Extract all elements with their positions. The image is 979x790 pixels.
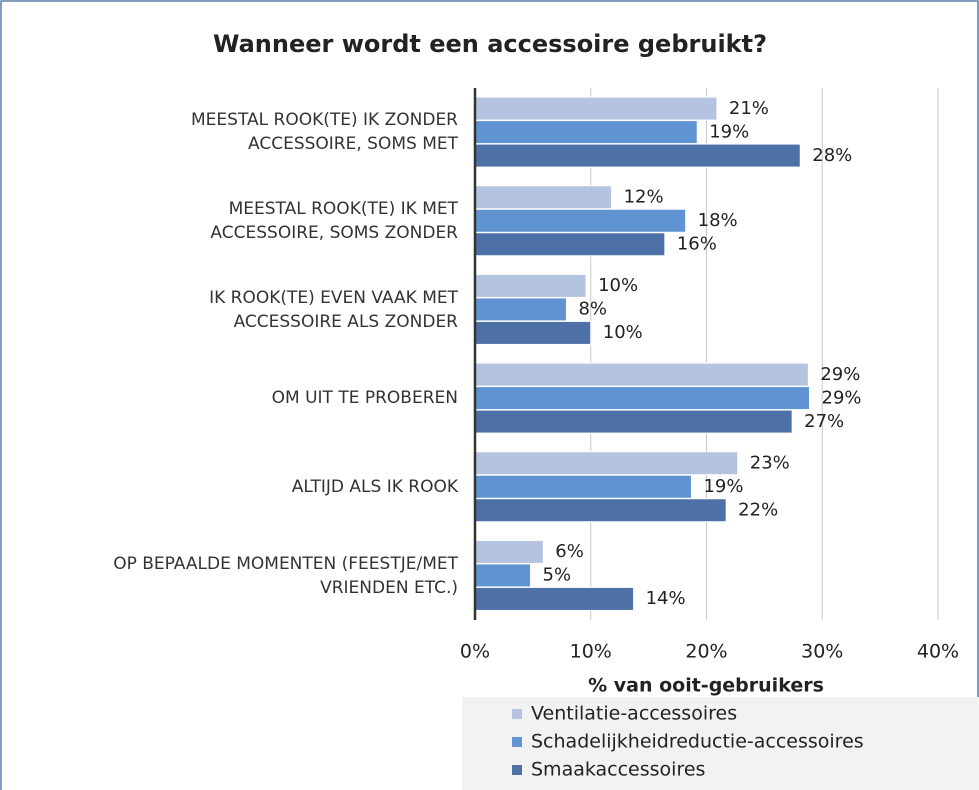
value-label: 29%: [822, 387, 862, 408]
bar: [474, 143, 801, 168]
value-label: 18%: [698, 210, 738, 231]
value-label: 10%: [598, 275, 638, 296]
legend-swatch: [512, 737, 522, 747]
value-label: 16%: [677, 234, 717, 255]
category-label: MEESTAL ROOK(TE) IK MET ACCESSOIRE, SOMS…: [210, 199, 458, 243]
bar: [474, 362, 809, 387]
chart-title: Wanneer wordt een accessoire gebruikt?: [213, 30, 767, 58]
value-label: 29%: [820, 364, 860, 385]
value-label: 23%: [750, 453, 790, 474]
value-label: 5%: [543, 565, 572, 586]
legend-label: Schadelijkheidreductie-accessoires: [531, 731, 864, 753]
bar: [474, 539, 544, 564]
bar: [474, 451, 739, 476]
bar: [474, 273, 587, 298]
bar: [474, 120, 698, 145]
bar: [474, 208, 687, 233]
category-label: ALTIJD ALS IK ROOK: [291, 477, 458, 497]
value-label: 27%: [804, 411, 844, 432]
x-tick-label: 20%: [685, 641, 727, 663]
category-label: OM UIT TE PROBEREN: [271, 388, 458, 409]
legend-swatch: [512, 765, 522, 775]
category-label: MEESTAL ROOK(TE) IK ZONDER ACCESSOIRE, S…: [191, 110, 458, 155]
bar: [474, 498, 727, 523]
legend-box: [462, 697, 979, 790]
bar: [474, 409, 793, 434]
x-tick-label: 10%: [570, 641, 612, 663]
value-label: 8%: [578, 299, 607, 320]
category-label: IK ROOK(TE) EVEN VAAK MET ACCESSOIRE ALS…: [209, 287, 458, 332]
legend-label: Smaakaccessoires: [531, 759, 705, 781]
bar: [474, 386, 811, 411]
bar: [474, 474, 692, 499]
value-label: 6%: [555, 541, 584, 562]
value-label: 19%: [703, 476, 743, 497]
x-tick-label: 0%: [460, 641, 490, 663]
value-label: 28%: [812, 145, 852, 166]
x-tick-label: 30%: [801, 641, 843, 663]
value-label: 12%: [624, 187, 664, 208]
bar: [474, 185, 613, 210]
value-label: 14%: [646, 588, 686, 609]
x-tick-label: 40%: [917, 641, 959, 663]
value-label: 10%: [603, 322, 643, 343]
value-label: 21%: [729, 98, 769, 119]
legend-label: Ventilatie-accessoires: [531, 703, 737, 725]
bar: [474, 320, 592, 345]
value-label: 19%: [709, 121, 749, 142]
bar: [474, 96, 718, 121]
category-label: OP BEPAALDE MOMENTEN (FEESTJE/MET VRIEND…: [113, 553, 458, 598]
bar: [474, 586, 635, 611]
bar: [474, 563, 532, 588]
bar: [474, 297, 567, 322]
bar: [474, 232, 666, 257]
value-label: 22%: [738, 500, 778, 521]
legend-swatch: [512, 709, 522, 719]
x-axis-title: % van ooit-gebruikers: [588, 675, 824, 697]
